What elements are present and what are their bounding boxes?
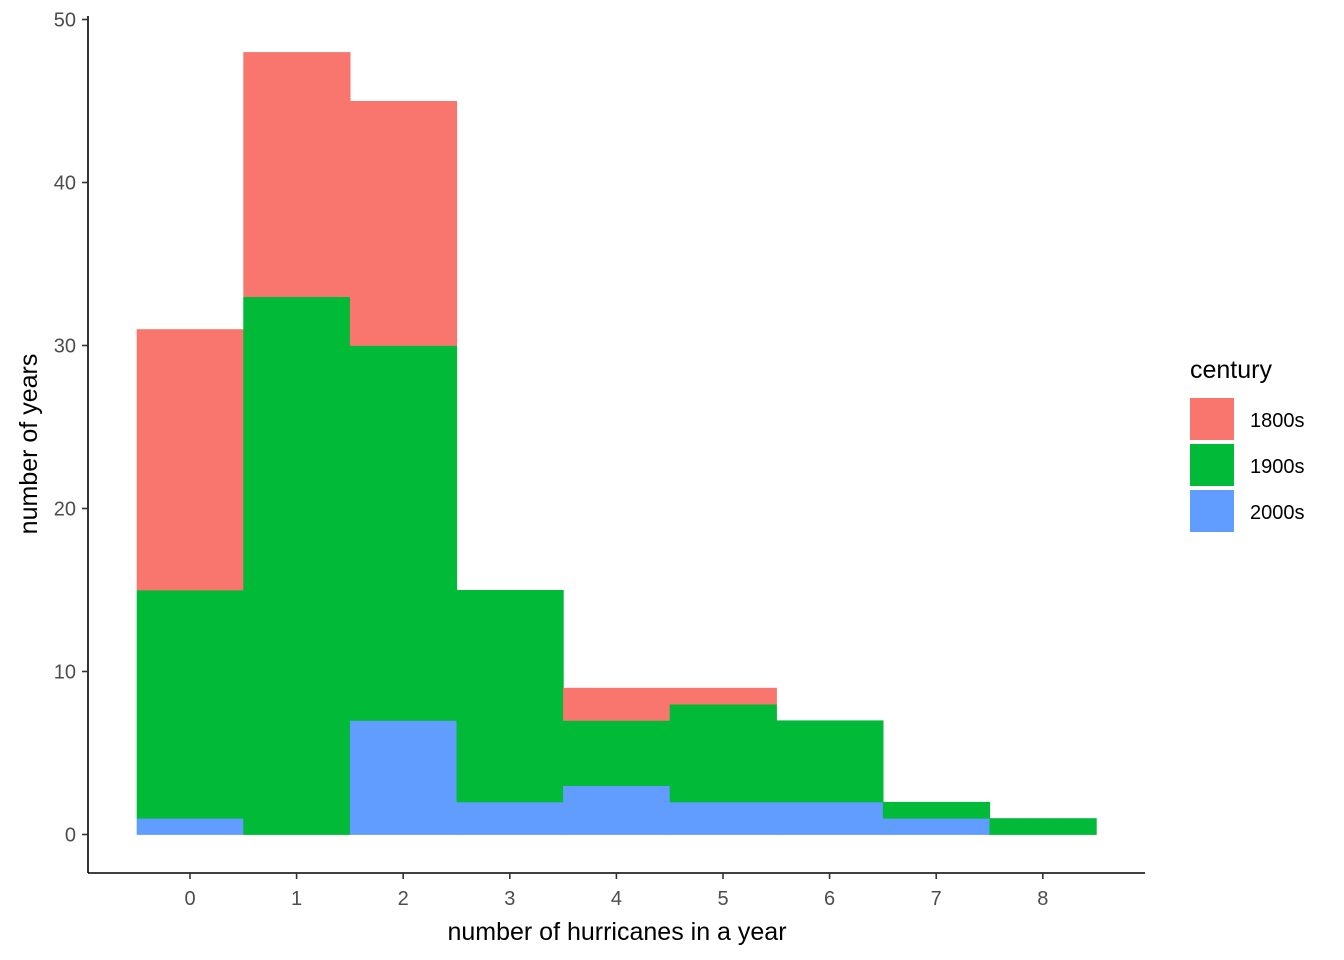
bar-1900s-1	[243, 296, 351, 835]
bar-2000s-2	[349, 720, 458, 835]
x-tick-label: 1	[291, 888, 302, 910]
bar-2000s-7	[882, 818, 991, 835]
legend-swatch	[1190, 398, 1234, 440]
bar-1800s-5	[669, 687, 777, 705]
y-tick-label: 10	[54, 662, 76, 684]
legend-title: century	[1190, 356, 1272, 384]
y-axis-title: number of years	[15, 354, 43, 535]
legend-swatch	[1190, 444, 1234, 486]
bar-2000s-3	[456, 801, 564, 835]
legend-items: 1800s 1900s 2000s	[1190, 398, 1305, 532]
legend-label: 1900s	[1250, 456, 1305, 478]
legend-label: 2000s	[1250, 502, 1305, 524]
bar-1900s-0	[136, 590, 244, 819]
x-tick-label: 7	[931, 888, 942, 910]
bar-2000s-4	[563, 785, 671, 835]
bar-1900s-3	[456, 590, 564, 803]
x-tick-label: 8	[1037, 888, 1048, 910]
bar-2000s-5	[669, 801, 777, 835]
legend-label: 1800s	[1250, 410, 1305, 432]
bar-1900s-5	[669, 704, 777, 803]
bar-2000s-6	[776, 801, 884, 835]
x-tick-label: 0	[184, 888, 195, 910]
x-tick-label: 5	[717, 888, 728, 910]
y-tick-label: 40	[54, 173, 76, 195]
bar-1900s-8	[989, 818, 1097, 835]
y-ticks: 0 10 20 30 40 50	[54, 10, 88, 847]
bar-1900s-2	[349, 345, 458, 721]
x-ticks: 0 1 2 3 4 5 6 7 8	[184, 873, 1048, 910]
x-tick-label: 3	[504, 888, 515, 910]
y-tick-label: 20	[54, 499, 76, 521]
x-tick-label: 2	[398, 888, 409, 910]
bar-2000s-0	[136, 818, 244, 835]
bar-1800s-0	[136, 329, 244, 591]
y-tick-label: 50	[54, 10, 76, 32]
legend-item-1900s: 1900s	[1190, 444, 1305, 486]
y-tick-label: 0	[65, 825, 76, 847]
bar-1900s-6	[776, 720, 884, 803]
bar-1800s-2	[349, 101, 458, 346]
x-axis-title: number of hurricanes in a year	[447, 918, 786, 946]
legend-swatch	[1190, 490, 1234, 532]
x-tick-label: 4	[611, 888, 622, 910]
bar-1800s-1	[243, 52, 351, 297]
bar-1900s-7	[882, 801, 991, 819]
x-tick-label: 6	[824, 888, 835, 910]
y-tick-label: 30	[54, 336, 76, 358]
legend-item-2000s: 2000s	[1190, 490, 1305, 532]
bar-1800s-4	[563, 687, 671, 721]
bar-1900s-4	[563, 720, 671, 786]
legend: century 1800s 1900s 2000s	[1190, 356, 1305, 532]
legend-item-1800s: 1800s	[1190, 398, 1305, 440]
bars-layer	[136, 52, 1097, 835]
